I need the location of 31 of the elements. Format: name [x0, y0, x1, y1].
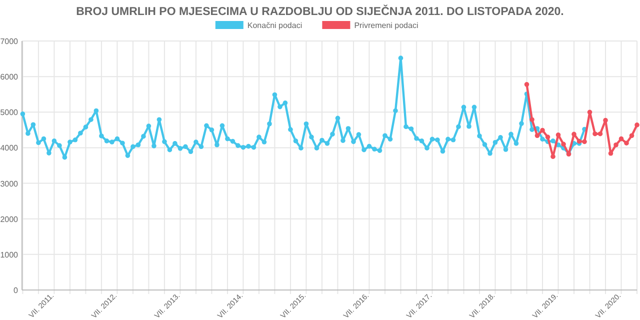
- y-tick-label: 4000: [0, 144, 19, 153]
- y-tick-label: 7000: [0, 37, 19, 46]
- y-tick-label: 5000: [0, 108, 19, 118]
- legend-label: Privremeni podaci: [354, 21, 418, 30]
- y-tick-label: 2000: [0, 214, 19, 224]
- y-tick-label: 0: [14, 286, 19, 295]
- point: [629, 133, 634, 138]
- point: [598, 131, 603, 136]
- point: [603, 118, 608, 123]
- y-tick-label: 6000: [0, 72, 19, 82]
- point: [582, 139, 587, 144]
- point: [608, 151, 614, 156]
- point: [534, 133, 540, 138]
- point: [556, 132, 561, 138]
- legend-label: Konačni podaci: [247, 21, 302, 30]
- point: [614, 142, 618, 148]
- point: [576, 138, 582, 144]
- point: [540, 128, 545, 133]
- point: [550, 154, 556, 160]
- chart-title: BROJ UMRLIH PO MJESECIMA U RAZDOBLJU OD SIJEČNJA 2011. DO LISTOPADA 2020.: [76, 4, 564, 18]
- point: [634, 122, 640, 128]
- point: [618, 136, 624, 142]
- point: [545, 134, 550, 140]
- point: [561, 142, 566, 147]
- y-tick-label: 3000: [0, 179, 19, 188]
- point: [530, 117, 534, 122]
- point: [624, 140, 629, 146]
- point: [592, 131, 598, 136]
- point: [587, 110, 592, 115]
- y-tick-label: 1000: [0, 250, 19, 260]
- point: [524, 82, 530, 87]
